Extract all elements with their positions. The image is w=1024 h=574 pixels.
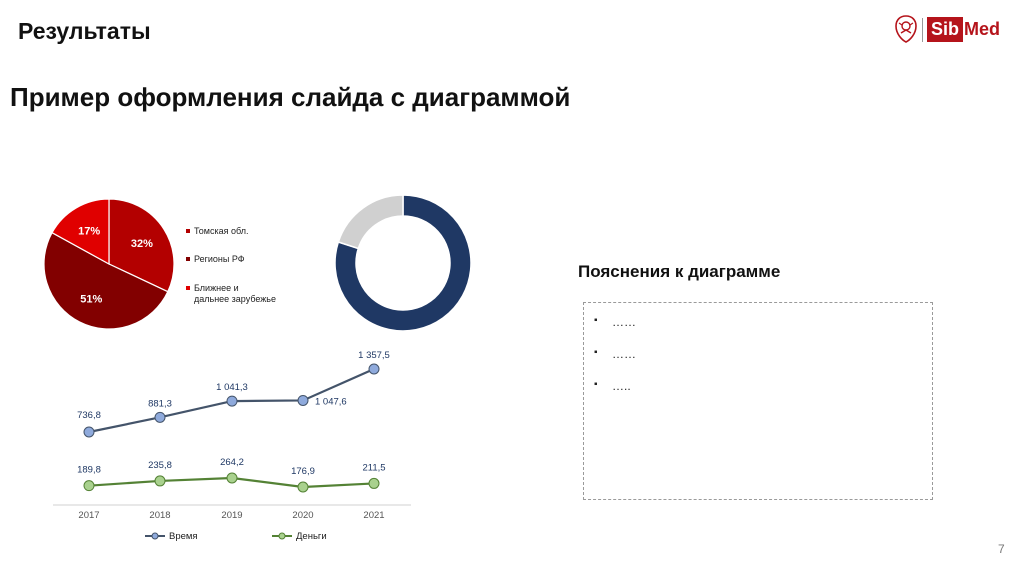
page-number: 7 [998, 542, 1005, 556]
data-label: 1 357,5 [358, 350, 390, 361]
notes-item: ▪ …… [592, 315, 932, 347]
data-label: 235,8 [148, 460, 172, 471]
notes-item-text: ….. [612, 379, 631, 393]
donut-segment [334, 194, 472, 332]
pie-slice [43, 231, 169, 330]
series-point [83, 426, 95, 438]
line-chart: 2017 2018 2019 2020 2021 736,8 881,3 1 041,3 1 0… [53, 350, 411, 542]
x-tick-label: 2020 [292, 510, 313, 521]
series-point [154, 475, 166, 487]
data-label: 881,3 [148, 398, 172, 409]
legend-label: Регионы РФ [194, 254, 245, 264]
legend-marker [186, 257, 190, 261]
notes-item-text: …… [612, 347, 636, 361]
data-label: 211,5 [362, 462, 385, 473]
data-label: 1 047,6 [315, 396, 347, 407]
legend-label: Ближнее и дальнее зарубежье [194, 283, 276, 304]
series-point [226, 395, 238, 407]
legend-label: Деньги [296, 531, 327, 542]
series-point [297, 394, 309, 406]
logo-text-med: Med [964, 19, 1000, 39]
series-point [368, 477, 380, 489]
bullet-icon: ▪ [594, 315, 598, 326]
bullet-icon: ▪ [594, 379, 598, 390]
notes-list: ▪ …… ▪ …… ▪ ….. [584, 303, 932, 411]
pie-slice [108, 198, 175, 293]
series-point [368, 363, 380, 375]
logo-text-sib: Sib [927, 17, 964, 42]
legend-label-line: Ближнее и [194, 283, 239, 293]
pie-chart: 32% 51% 17% [43, 198, 175, 330]
notes-item: ▪ ….. [592, 379, 932, 411]
legend-label: Время [169, 531, 198, 542]
x-tick-label: 2018 [149, 510, 170, 521]
notes-title: Пояснения к диаграмме [578, 262, 781, 281]
legend-marker [186, 229, 190, 233]
legend-marker [151, 532, 159, 540]
donut-segment [337, 194, 404, 250]
data-label: 264,2 [220, 457, 244, 468]
x-tick-label: 2019 [221, 510, 242, 521]
data-label: 176,9 [291, 466, 315, 477]
series-point [297, 481, 309, 493]
series-point [154, 411, 166, 423]
legend-label-line: дальнее зарубежье [194, 294, 276, 304]
pie-value-label: 17% [78, 225, 100, 237]
bullet-icon: ▪ [594, 347, 598, 358]
notes-item-text: …… [612, 315, 636, 329]
legend-label: Томская обл. [194, 226, 249, 236]
notes-item: ▪ …… [592, 347, 932, 379]
sibmed-logo: Sib Med [894, 15, 1014, 45]
emblem-icon [895, 15, 917, 43]
data-label: 736,8 [77, 410, 101, 421]
pie-value-label: 32% [131, 238, 153, 250]
legend-marker [278, 532, 286, 540]
x-tick-label: 2017 [78, 510, 99, 521]
series-point [83, 480, 95, 492]
x-tick-label: 2021 [363, 510, 384, 521]
legend-marker [186, 286, 190, 290]
series-point [226, 472, 238, 484]
data-label: 189,8 [77, 465, 101, 476]
pie-slice [51, 198, 110, 266]
pie-legend: Томская обл. Регионы РФ Ближнее и дальнее з… [186, 226, 276, 304]
slide-title: Пример оформления слайда с диаграммой [10, 82, 571, 112]
logo-divider [922, 18, 923, 42]
section-title: Результаты [18, 18, 151, 44]
data-label: 1 041,3 [216, 382, 248, 393]
notes-box: ▪ …… ▪ …… ▪ ….. [583, 302, 933, 500]
donut-chart [334, 194, 472, 332]
pie-value-label: 51% [80, 294, 102, 306]
